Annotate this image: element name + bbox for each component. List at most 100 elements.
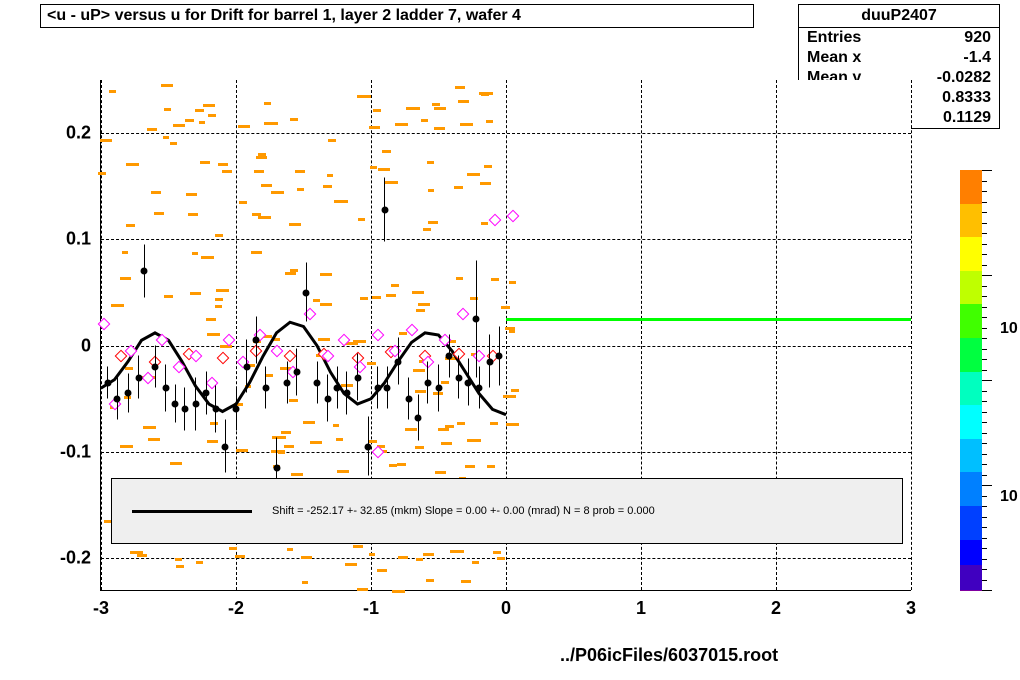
data-point <box>381 206 388 213</box>
colorbar-tick <box>982 275 992 276</box>
colorbar-tick <box>982 307 987 308</box>
colorbar-tick <box>982 496 987 497</box>
data-point <box>253 337 260 344</box>
data-point <box>135 374 142 381</box>
xtick-label: 2 <box>771 590 781 619</box>
ytick-label: 0 <box>81 335 101 356</box>
colorbar-tick <box>982 286 987 287</box>
colorbar-segment <box>960 271 982 306</box>
data-point <box>233 406 240 413</box>
data-point <box>293 369 300 376</box>
data-point <box>273 464 280 471</box>
colorbar-tick <box>982 590 992 591</box>
colorbar-segment <box>960 338 982 373</box>
gridline-v <box>911 80 912 590</box>
colorbar-tick <box>982 296 987 297</box>
data-point <box>212 406 219 413</box>
data-point <box>104 379 111 386</box>
colorbar-segment <box>960 565 982 591</box>
data-point <box>415 414 422 421</box>
colorbar-tick <box>982 254 987 255</box>
data-point <box>141 268 148 275</box>
data-point <box>314 379 321 386</box>
data-point <box>496 353 503 360</box>
stats-name: duuP2407 <box>799 5 999 28</box>
colorbar-tick <box>982 391 987 392</box>
data-point <box>465 379 472 386</box>
plot-title: <u - uP> versus u for Drift for barrel 1… <box>40 4 754 28</box>
colorbar-tick <box>982 370 987 371</box>
data-point <box>303 289 310 296</box>
data-point <box>334 385 341 392</box>
colorbar-tick <box>982 454 987 455</box>
colorbar-tick <box>982 170 992 171</box>
data-point <box>343 390 350 397</box>
ytick-label: -0.1 <box>60 441 101 462</box>
colorbar-label: 10 <box>1000 488 1018 506</box>
colorbar-tick <box>982 244 987 245</box>
colorbar-segment <box>960 405 982 440</box>
data-point <box>284 379 291 386</box>
colorbar-tick <box>982 485 992 486</box>
colorbar-tick <box>982 569 987 570</box>
stats-row: Entries920 <box>799 28 999 48</box>
data-point <box>395 358 402 365</box>
colorbar-segment <box>960 170 982 205</box>
data-point <box>435 385 442 392</box>
data-point <box>354 374 361 381</box>
colorbar-tick <box>982 338 987 339</box>
colorbar-tick <box>982 233 987 234</box>
file-label: ../P06icFiles/6037015.root <box>560 645 778 666</box>
colorbar-tick <box>982 412 987 413</box>
data-point <box>324 395 331 402</box>
colorbar-tick <box>982 202 987 203</box>
colorbar-label: 10 <box>1000 320 1018 338</box>
ytick-label: 0.2 <box>66 123 101 144</box>
xtick-label: 3 <box>906 590 916 619</box>
colorbar-tick <box>982 527 987 528</box>
data-point <box>181 406 188 413</box>
colorbar-segment <box>960 204 982 239</box>
colorbar-tick <box>982 223 987 224</box>
colorbar-tick <box>982 359 987 360</box>
colorbar-segment <box>960 372 982 407</box>
ytick-label: 0.1 <box>66 229 101 250</box>
stats-row: Mean x-1.4 <box>799 48 999 68</box>
colorbar-tick <box>982 181 987 182</box>
colorbar-tick <box>982 433 987 434</box>
data-point <box>424 379 431 386</box>
colorbar-tick <box>982 559 987 560</box>
data-point <box>476 385 483 392</box>
data-point <box>152 363 159 370</box>
colorbar-segment <box>960 540 982 566</box>
colorbar-segment <box>960 237 982 272</box>
data-point <box>125 390 132 397</box>
data-point <box>455 374 462 381</box>
data-point <box>405 395 412 402</box>
data-point <box>114 395 121 402</box>
scatter-dash <box>392 590 405 593</box>
data-point <box>162 385 169 392</box>
xtick-label: -2 <box>228 590 244 619</box>
legend-text: Shift = -252.17 +- 32.85 (mkm) Slope = 0… <box>272 505 655 517</box>
colorbar-tick <box>982 265 987 266</box>
data-point <box>446 353 453 360</box>
data-point <box>243 363 250 370</box>
colorbar-tick <box>982 401 987 402</box>
colorbar-tick <box>982 538 987 539</box>
colorbar-tick <box>982 506 987 507</box>
plot-area: -0.2-0.100.10.2-3-2-10123 Shift = -252.1… <box>100 80 911 591</box>
data-point <box>203 390 210 397</box>
ytick-label: -0.2 <box>60 548 101 569</box>
colorbar-segment <box>960 439 982 474</box>
data-point <box>192 401 199 408</box>
colorbar-segment <box>960 304 982 339</box>
data-point <box>374 385 381 392</box>
colorbar-segment <box>960 506 982 541</box>
colorbar-segment <box>960 590 982 591</box>
legend-line-icon <box>132 510 252 513</box>
data-point <box>473 316 480 323</box>
colorbar-tick <box>982 548 987 549</box>
legend-box: Shift = -252.17 +- 32.85 (mkm) Slope = 0… <box>111 478 903 544</box>
colorbar-tick <box>982 422 987 423</box>
